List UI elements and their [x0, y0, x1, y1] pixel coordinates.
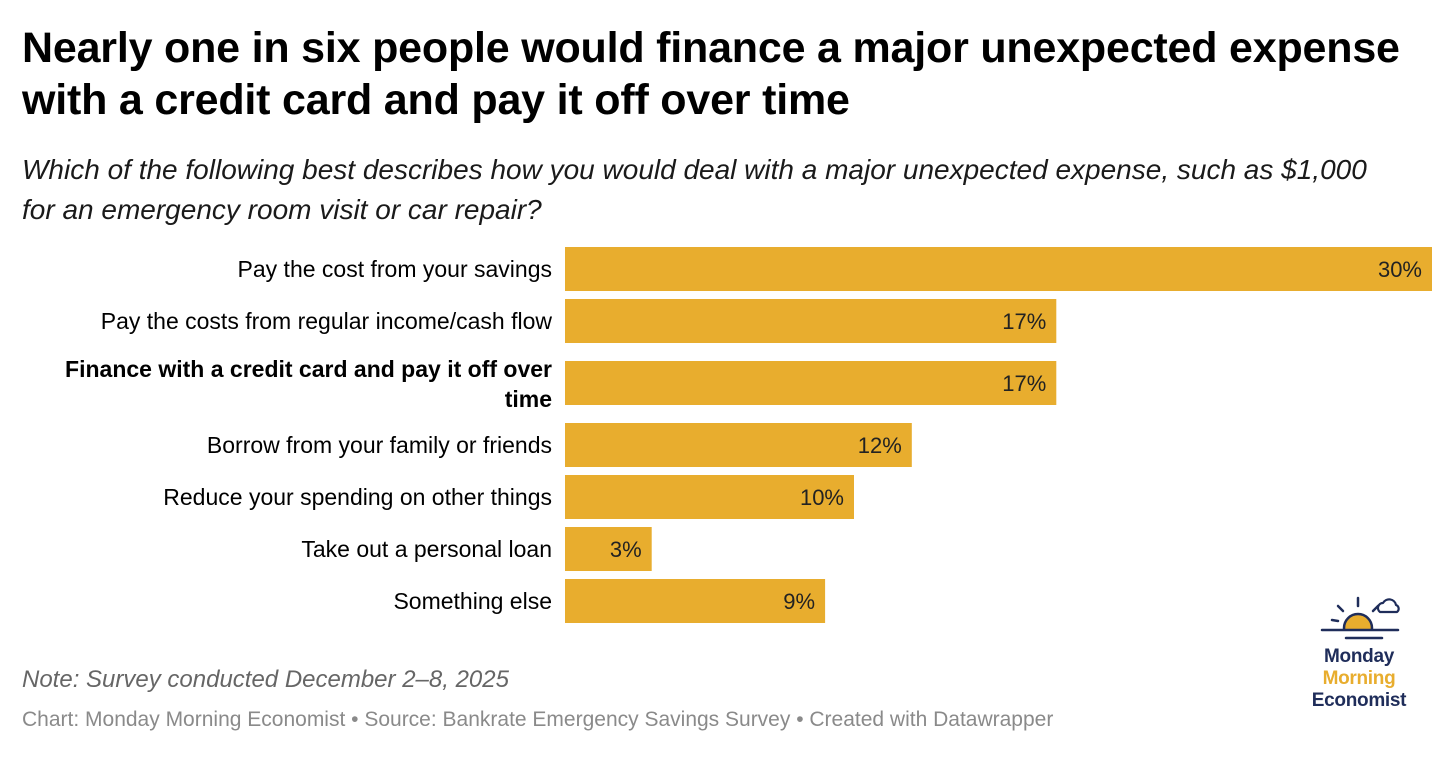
category-label-4: Borrow from your family or friends: [207, 432, 552, 458]
category-label-1: Pay the cost from your savings: [238, 256, 552, 282]
bar-3: [565, 361, 1057, 405]
category-label-5: Reduce your spending on other things: [163, 484, 552, 510]
category-label-3: Finance with a credit card and pay it of…: [65, 356, 552, 412]
logo-line-2: Morning: [1322, 668, 1396, 689]
bar-2: [565, 299, 1057, 343]
logo-line-3: Economist: [1311, 690, 1407, 711]
value-label-3: 17%: [1002, 371, 1046, 396]
value-label-2: 17%: [1002, 309, 1046, 334]
cloud-shape: [1376, 598, 1400, 614]
sunrise-icon: [1318, 596, 1402, 646]
bar-1: [565, 247, 1432, 291]
chart-subtitle: Which of the following best describes ho…: [22, 154, 1367, 225]
value-label-5: 10%: [800, 485, 844, 510]
monday-morning-economist-logo: Monday Morning Economist: [1300, 592, 1418, 712]
sun-ray: [1330, 618, 1340, 623]
survey-note: Note: Survey conducted December 2–8, 202…: [22, 666, 509, 693]
value-label-6: 3%: [610, 537, 642, 562]
value-label-7: 9%: [783, 589, 815, 614]
category-label-6: Take out a personal loan: [301, 536, 552, 562]
category-label-7: Something else: [393, 588, 552, 614]
bar-4: [565, 423, 912, 467]
chart-title: Nearly one in six people would finance a…: [22, 24, 1400, 124]
value-label-4: 12%: [858, 433, 902, 458]
bar-5: [565, 475, 854, 519]
chart-credit: Chart: Monday Morning Economist • Source…: [22, 708, 1054, 731]
logo-line-1: Monday: [1324, 646, 1394, 667]
bar-6: [565, 527, 652, 571]
category-label-2: Pay the costs from regular income/cash f…: [101, 308, 553, 334]
sun-ray: [1336, 604, 1345, 613]
bar-7: [565, 579, 826, 623]
value-label-1: 30%: [1378, 257, 1422, 282]
bar-chart: Pay the cost from your savings 30% Pay the…: [65, 247, 1432, 623]
